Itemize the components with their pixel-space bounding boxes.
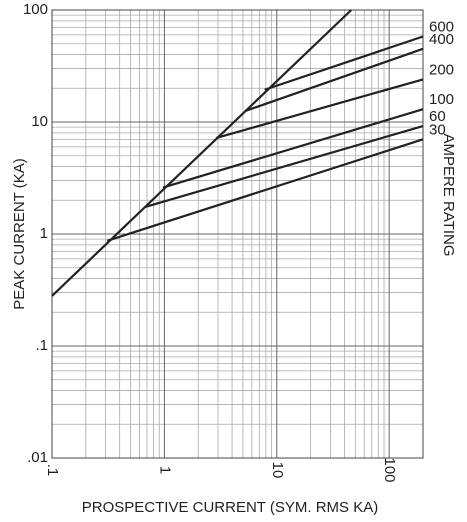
x-axis-label: PROSPECTIVE CURRENT (SYM. RMS KA) [82,499,378,516]
x-tick-label: 10 [269,462,286,479]
series-line [106,138,424,242]
y-axis-label: PEAK CURRENT (KA) [11,158,28,309]
legend-label: 200 [429,61,454,78]
y-tick-label: 1 [40,225,48,242]
legend-label: 600 [429,18,454,35]
y-tick-label: 10 [31,113,48,130]
series-line [264,35,424,91]
series-line [216,78,424,140]
y-tick-label: .1 [35,337,48,354]
x-tick-label: 1 [156,466,173,474]
threshold-line [51,9,353,297]
legend-label: 400 [429,31,454,48]
legend-label: 30 [429,121,446,138]
series-line [144,124,424,209]
legend-label: 60 [429,108,446,125]
legend-label: 100 [429,91,454,108]
x-tick-label: 100 [381,457,398,482]
y-tick-label: 100 [23,1,48,18]
series-line [244,47,424,113]
plot-frame [51,9,424,459]
series-line [162,108,424,189]
annotation: AMPERE RATING [440,133,457,256]
x-tick-label: .1 [44,464,61,477]
y-tick-label: .01 [27,449,48,466]
